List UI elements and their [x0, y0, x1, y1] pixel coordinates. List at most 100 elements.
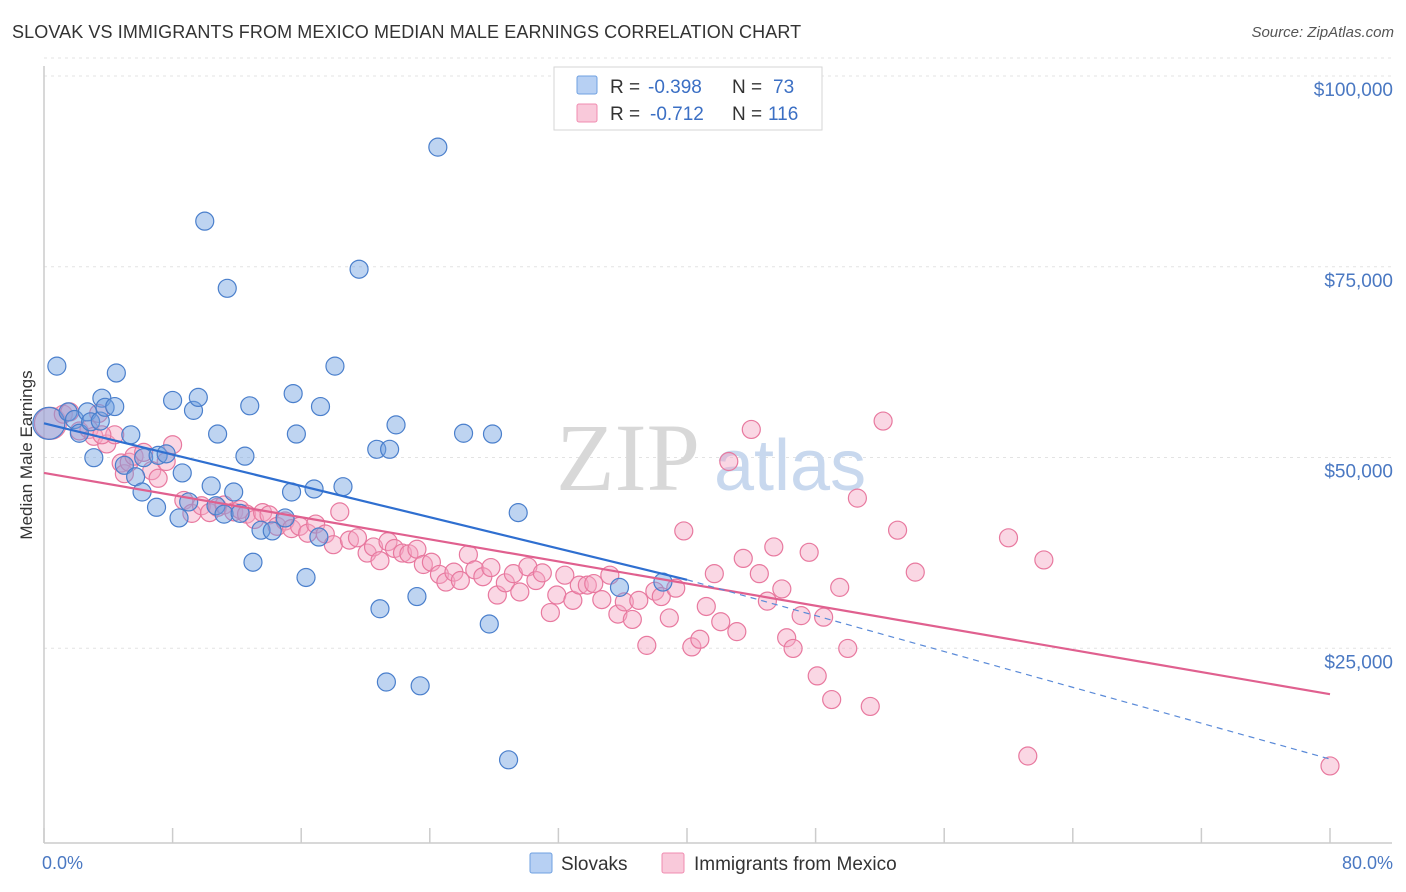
mexico-point: [659, 608, 679, 628]
slovaks-point: [208, 424, 228, 444]
y-tick-label: $50,000: [1324, 462, 1393, 483]
mexico-point: [592, 590, 612, 610]
slovaks-point: [106, 363, 126, 383]
mexico-point: [749, 564, 769, 584]
mexico-point: [847, 488, 867, 508]
slovaks-point: [275, 508, 295, 528]
slovaks-point: [146, 497, 167, 517]
slovaks-point: [81, 412, 101, 432]
slovaks-point: [132, 482, 152, 502]
stats-legend-swatch-mexico: [576, 103, 598, 123]
slovaks-point: [453, 423, 474, 443]
mexico-point: [807, 666, 827, 686]
mexico-point: [791, 606, 811, 626]
stats-legend-r-value: -0.712: [650, 104, 704, 125]
slovaks-point: [609, 577, 630, 597]
slovaks-point: [243, 552, 263, 572]
slovaks-point: [121, 425, 141, 445]
mexico-point: [777, 628, 797, 648]
slovaks-point: [169, 508, 189, 528]
slovaks-point: [309, 527, 329, 547]
stats-legend-n-label: N =: [732, 77, 762, 98]
mexico-point: [370, 551, 390, 571]
mexico-point: [674, 521, 694, 541]
slovaks-point: [172, 463, 192, 483]
mexico-point: [540, 602, 560, 623]
series-immigrants-from-mexico-points: [33, 402, 1340, 776]
y-tick-label: $25,000: [1324, 652, 1393, 673]
slovaks-point: [482, 424, 503, 444]
mexico-point: [510, 582, 530, 602]
slovaks-point: [240, 396, 260, 416]
mexico-point: [905, 562, 925, 582]
mexico-point: [814, 607, 834, 627]
slovaks-point: [428, 137, 448, 157]
x-tick-label-max: 80.0%: [1342, 853, 1393, 873]
mexico-point: [887, 520, 908, 540]
slovaks-point: [325, 356, 345, 376]
slovaks-point: [224, 482, 244, 502]
trend-lines: [43, 422, 1331, 760]
slovaks-point: [214, 504, 234, 524]
y-tick-label: $100,000: [1314, 80, 1393, 101]
mexico-point: [772, 579, 792, 599]
mexico-point: [244, 509, 265, 530]
mexico-point: [830, 577, 850, 597]
slovaks-point: [380, 439, 400, 459]
mexico-point: [1034, 550, 1054, 570]
mexico-point: [465, 560, 485, 580]
mexico-point: [339, 530, 360, 550]
mexico-point: [696, 596, 716, 617]
mexico-point: [114, 464, 134, 484]
slovaks-point: [508, 503, 528, 523]
mexico-point: [733, 548, 753, 569]
x-tick-label-min: 0.0%: [42, 853, 83, 873]
legend-label-slovaks[interactable]: Slovaks: [561, 854, 628, 875]
legend-swatch-mexico[interactable]: [661, 852, 685, 874]
mexico-point: [148, 468, 168, 488]
mexico-point: [450, 570, 470, 591]
slovaks-point: [47, 356, 67, 376]
legend-swatch-slovaks[interactable]: [529, 852, 553, 874]
mexico-point: [711, 612, 731, 632]
slovaks-point: [386, 415, 406, 435]
chart-source: Source: ZipAtlas.com: [1251, 24, 1394, 41]
mexico-point: [1018, 746, 1038, 766]
slovaks-point: [349, 259, 369, 279]
mexico-point: [838, 638, 858, 659]
slovaks-point: [201, 476, 221, 496]
mexico-point: [727, 622, 747, 642]
mexico-point: [622, 609, 642, 630]
stats-legend-r-label: R =: [610, 104, 640, 125]
slovaks-point: [286, 424, 306, 444]
slovaks-point: [230, 503, 250, 523]
axes: [43, 66, 1392, 844]
mexico-point: [526, 570, 546, 591]
mexico-point: [481, 557, 501, 578]
mexico-point: [764, 537, 784, 557]
mexico-point: [783, 638, 803, 659]
legend-label-mexico[interactable]: Immigrants from Mexico: [694, 854, 897, 875]
mexico-point: [682, 637, 702, 657]
mexico-point: [547, 585, 567, 605]
mexico-point: [799, 542, 819, 562]
slovaks-point: [479, 614, 499, 634]
stats-legend-box: [553, 66, 823, 131]
mexico-point: [704, 564, 724, 584]
mexico-point: [569, 575, 589, 595]
mexico-point: [608, 604, 628, 624]
mexico-point: [629, 590, 649, 610]
slovaks-point: [498, 750, 519, 770]
series-legend: Slovaks Immigrants from Mexico: [529, 852, 897, 875]
slovaks-point: [195, 211, 215, 231]
slovaks-point: [310, 396, 331, 417]
mexico-point: [429, 564, 450, 585]
mexico-point: [637, 635, 657, 655]
slovaks-point: [410, 676, 430, 696]
mexico-point: [719, 451, 739, 472]
stats-legend: R = -0.398 N = 73 R = -0.712 N = 116: [553, 66, 823, 131]
mexico-point: [741, 419, 761, 440]
watermark: ZIP atlas: [556, 404, 866, 511]
trend-line-mexico: [43, 471, 1331, 696]
